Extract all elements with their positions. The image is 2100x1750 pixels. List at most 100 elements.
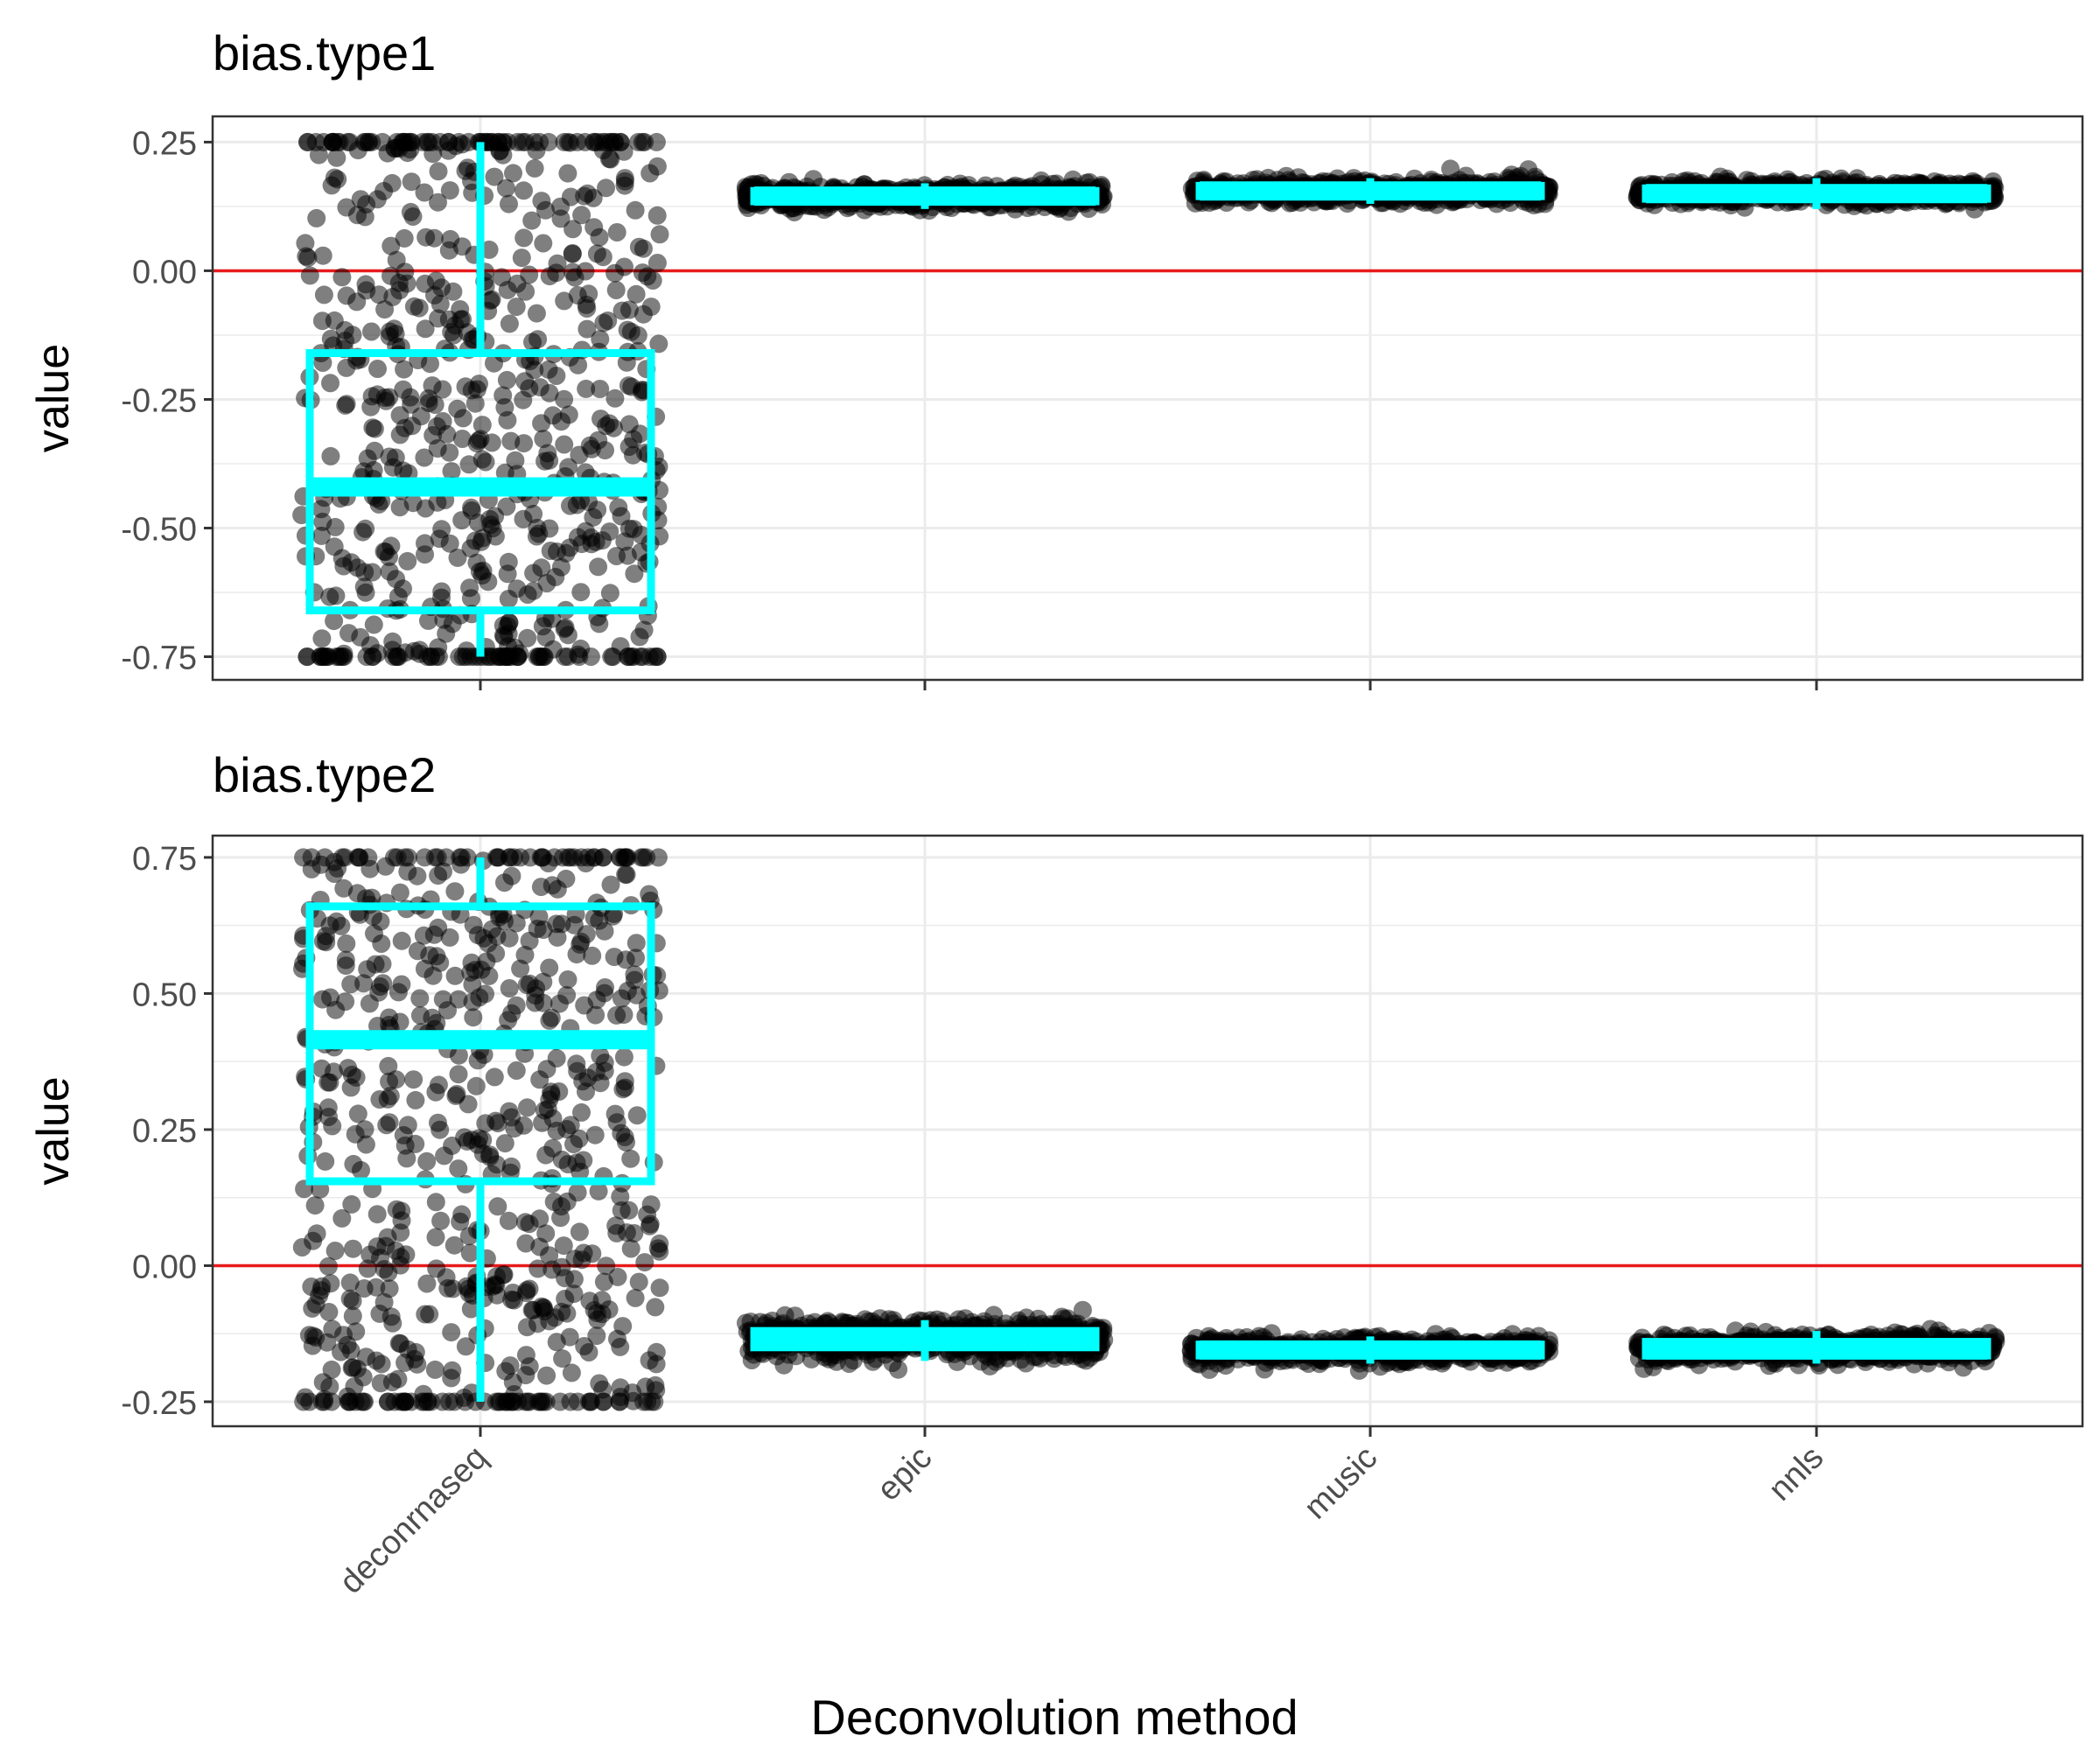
data-point bbox=[551, 209, 570, 228]
data-point bbox=[625, 564, 644, 584]
data-point bbox=[307, 208, 326, 228]
data-point bbox=[607, 223, 626, 242]
data-point bbox=[543, 1138, 563, 1158]
data-point bbox=[460, 1243, 480, 1263]
data-point bbox=[606, 388, 625, 408]
box-nnls bbox=[1642, 178, 1992, 209]
data-point bbox=[318, 1256, 338, 1276]
data-point bbox=[610, 1392, 629, 1411]
data-point bbox=[416, 319, 435, 339]
data-point bbox=[579, 1343, 598, 1362]
data-point bbox=[530, 1209, 550, 1228]
data-point bbox=[530, 1237, 550, 1256]
data-point bbox=[425, 848, 444, 867]
data-point bbox=[562, 1363, 581, 1382]
data-point bbox=[332, 1208, 352, 1228]
data-point bbox=[426, 1193, 445, 1212]
data-point bbox=[363, 418, 382, 438]
data-point bbox=[570, 1129, 589, 1148]
data-point bbox=[456, 161, 475, 180]
data-point bbox=[419, 388, 438, 408]
data-point bbox=[401, 202, 420, 221]
data-point bbox=[451, 1212, 470, 1231]
data-point bbox=[485, 1068, 504, 1087]
data-point bbox=[370, 977, 389, 996]
data-point bbox=[414, 926, 433, 945]
data-point bbox=[584, 1300, 604, 1320]
data-point bbox=[368, 190, 387, 209]
data-point bbox=[595, 1054, 614, 1073]
data-point bbox=[482, 920, 501, 939]
data-point bbox=[574, 1151, 593, 1170]
data-point bbox=[440, 181, 459, 200]
data-point bbox=[540, 958, 559, 977]
data-point bbox=[439, 241, 458, 260]
data-point bbox=[612, 301, 632, 320]
data-point bbox=[319, 1303, 339, 1321]
data-point bbox=[313, 1373, 332, 1392]
data-point bbox=[357, 281, 376, 300]
data-point bbox=[348, 1104, 368, 1124]
data-point bbox=[591, 380, 610, 398]
data-point bbox=[382, 236, 401, 256]
data-point bbox=[450, 648, 469, 666]
data-point bbox=[517, 1318, 536, 1337]
data-point bbox=[540, 1090, 559, 1110]
data-point bbox=[611, 1337, 630, 1356]
data-point bbox=[561, 1392, 580, 1411]
data-point bbox=[487, 1155, 506, 1174]
data-point bbox=[325, 612, 344, 631]
data-point bbox=[315, 848, 334, 867]
data-point bbox=[500, 1102, 519, 1121]
data-point bbox=[423, 1008, 442, 1027]
data-point bbox=[444, 326, 463, 345]
data-point bbox=[650, 225, 669, 244]
data-point bbox=[514, 390, 533, 410]
data-point bbox=[298, 132, 317, 151]
data-point bbox=[544, 1193, 564, 1211]
data-point bbox=[318, 648, 337, 666]
box-epic bbox=[750, 183, 1100, 209]
data-point bbox=[537, 1060, 556, 1079]
data-point bbox=[402, 416, 422, 436]
data-point bbox=[492, 268, 511, 287]
data-point bbox=[558, 1155, 578, 1173]
data-point bbox=[312, 526, 331, 545]
data-point bbox=[417, 1152, 437, 1171]
data-point bbox=[360, 1245, 380, 1264]
data-point bbox=[640, 885, 659, 904]
data-point bbox=[621, 1239, 640, 1258]
y-tick-label: -0.50 bbox=[121, 512, 197, 549]
panel-title: bias.type2 bbox=[213, 747, 436, 802]
data-point bbox=[430, 529, 449, 549]
data-point bbox=[530, 378, 550, 397]
data-point bbox=[516, 1234, 536, 1253]
data-point bbox=[383, 1313, 402, 1333]
data-point bbox=[418, 1392, 438, 1411]
data-point bbox=[590, 1374, 609, 1393]
data-point bbox=[443, 614, 462, 634]
data-point bbox=[310, 1286, 329, 1306]
data-point bbox=[558, 164, 578, 183]
data-point bbox=[572, 1102, 591, 1122]
data-point bbox=[508, 132, 527, 151]
data-point bbox=[447, 1084, 466, 1103]
data-point bbox=[594, 313, 613, 332]
data-point bbox=[408, 1354, 427, 1374]
box-music bbox=[1195, 178, 1545, 204]
data-point bbox=[433, 1392, 452, 1411]
data-point bbox=[362, 387, 382, 406]
data-point bbox=[351, 190, 370, 209]
data-point bbox=[335, 848, 354, 867]
data-point bbox=[551, 1208, 570, 1228]
data-point bbox=[316, 1152, 335, 1171]
data-point bbox=[547, 367, 566, 385]
data-point bbox=[395, 360, 414, 379]
data-point bbox=[340, 1289, 360, 1308]
data-point bbox=[620, 1200, 639, 1220]
data-point bbox=[568, 1183, 587, 1202]
data-point bbox=[883, 1354, 902, 1372]
data-point bbox=[629, 1272, 648, 1292]
data-point bbox=[483, 519, 502, 538]
